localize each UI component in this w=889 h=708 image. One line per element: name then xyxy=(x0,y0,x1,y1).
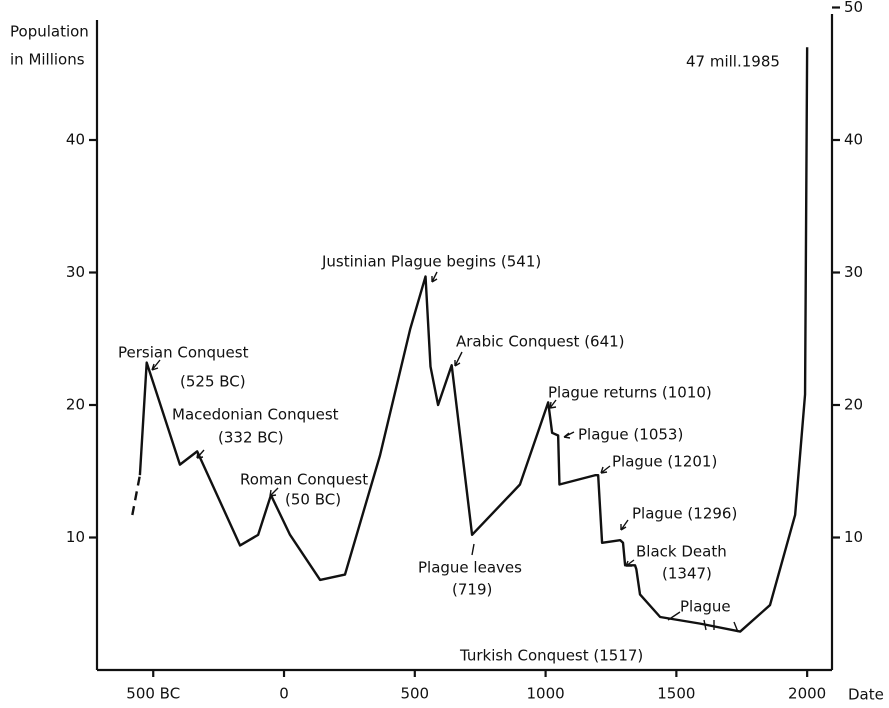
annotation: Turkish Conquest (1517) xyxy=(459,647,643,665)
y-tick-label: 30 xyxy=(66,263,85,281)
annotation: (525 BC) xyxy=(180,373,246,391)
annotation: Black Death xyxy=(636,543,727,561)
x-tick-label: 500 BC xyxy=(126,685,180,703)
annotation: Persian Conquest xyxy=(118,344,249,362)
line xyxy=(131,475,142,516)
x-label: Date xyxy=(848,686,884,704)
line xyxy=(138,47,809,633)
annotation: Macedonian Conquest xyxy=(172,406,339,424)
y-tick-label: 10 xyxy=(66,528,85,546)
y-label: Population xyxy=(10,23,89,41)
annotation: Plague (1053) xyxy=(578,426,683,444)
x-tick-label: 0 xyxy=(279,685,289,703)
annotation: 47 mill.1985 xyxy=(686,53,780,71)
annotation: Arabic Conquest (641) xyxy=(456,333,625,351)
y2-tick-label: 50 xyxy=(844,0,863,16)
x-tick-label: 1500 xyxy=(657,685,695,703)
annotation: Justinian Plague begins (541) xyxy=(321,253,541,271)
annotation: (50 BC) xyxy=(285,491,341,509)
annotation: (719) xyxy=(452,581,492,599)
annotation: Plague xyxy=(680,598,731,616)
annotation: Plague (1201) xyxy=(612,453,717,471)
y2-tick-label: 10 xyxy=(844,528,863,546)
x-tick-label: 1000 xyxy=(526,685,564,703)
x-tick-label: 2000 xyxy=(788,685,826,703)
annotation: Plague returns (1010) xyxy=(548,384,712,402)
annotation: Plague (1296) xyxy=(632,505,737,523)
y-tick-label: 40 xyxy=(66,131,85,149)
y-label: in Millions xyxy=(10,51,85,69)
y2-tick-label: 40 xyxy=(844,131,863,149)
annotation: Plague leaves xyxy=(418,559,522,577)
y-tick-label: 20 xyxy=(66,396,85,414)
annotation: (332 BC) xyxy=(218,429,284,447)
y2-tick-label: 30 xyxy=(844,263,863,281)
annotation: (1347) xyxy=(662,565,712,583)
annotation: Roman Conquest xyxy=(240,471,368,489)
y2-tick-label: 20 xyxy=(844,396,863,414)
x-tick-label: 500 xyxy=(400,685,429,703)
